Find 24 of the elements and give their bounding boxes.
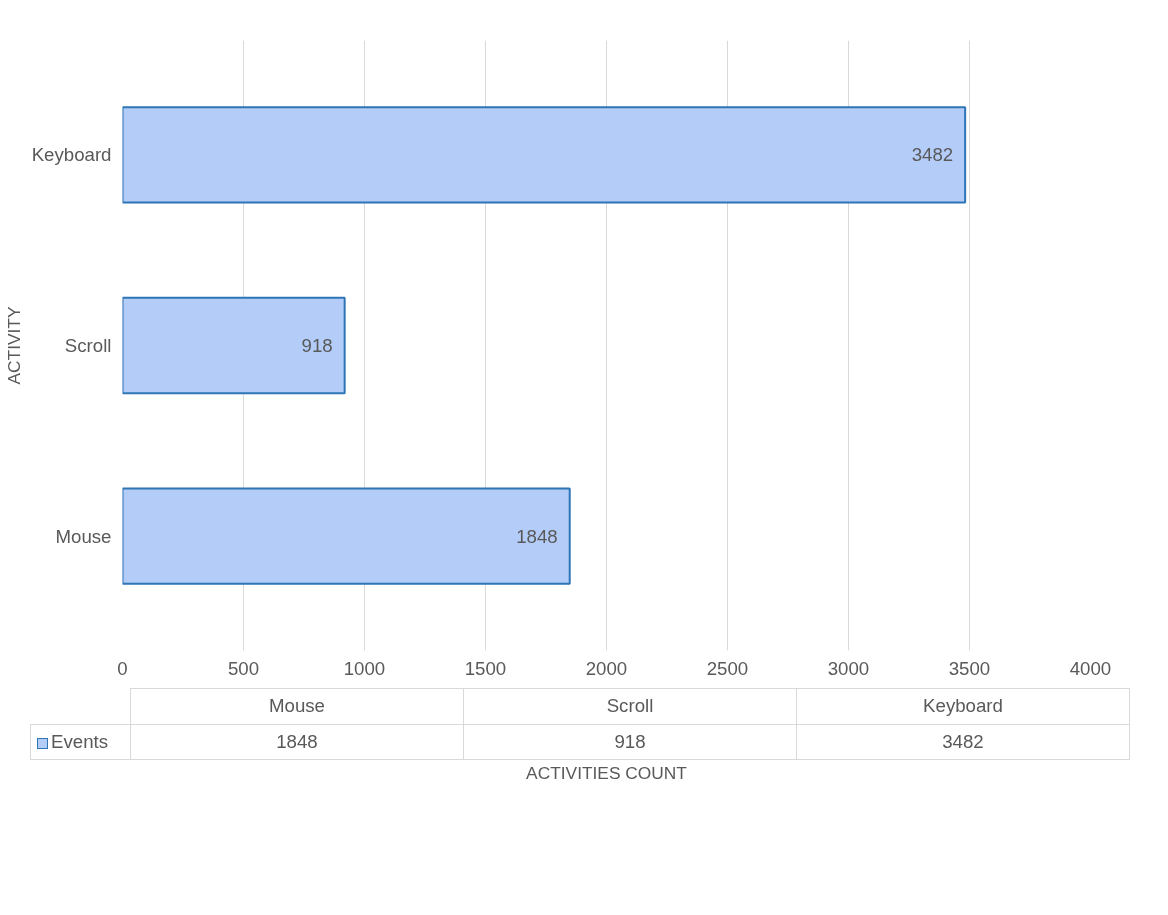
y-tick-label: Scroll [64, 335, 112, 356]
text: 918 [463, 724, 797, 760]
legend-label: Events [30, 724, 131, 760]
data-label: 1848 [516, 525, 558, 547]
x-tick-label: 2000 [585, 657, 628, 679]
x-tick-label: 500 [227, 657, 260, 679]
data-label: 918 [301, 335, 333, 356]
y-tick-label: Keyboard [31, 144, 112, 166]
x-tick-label: 2500 [706, 657, 749, 679]
text: 1848 [130, 724, 464, 760]
x-tick-label: 1500 [464, 657, 507, 679]
x-tick-label: 0 [117, 657, 128, 679]
x-axis-title: ACTIVITIES COUNT [526, 762, 688, 783]
category-label: Mouse [269, 695, 325, 716]
x-tick-label: 1000 [343, 657, 386, 679]
x-tick-label: 3000 [827, 657, 870, 679]
x-tick-label: 4000 [1069, 657, 1112, 679]
y-tick-label: Mouse [55, 525, 112, 547]
category-label: Scroll [606, 695, 654, 716]
category-label: Keyboard [923, 695, 1003, 716]
data-label: 3482 [911, 144, 954, 166]
y-axis-title: ACTIVITY [3, 306, 24, 385]
x-tick-label: 3500 [948, 657, 991, 679]
text: 3482 [796, 724, 1130, 760]
